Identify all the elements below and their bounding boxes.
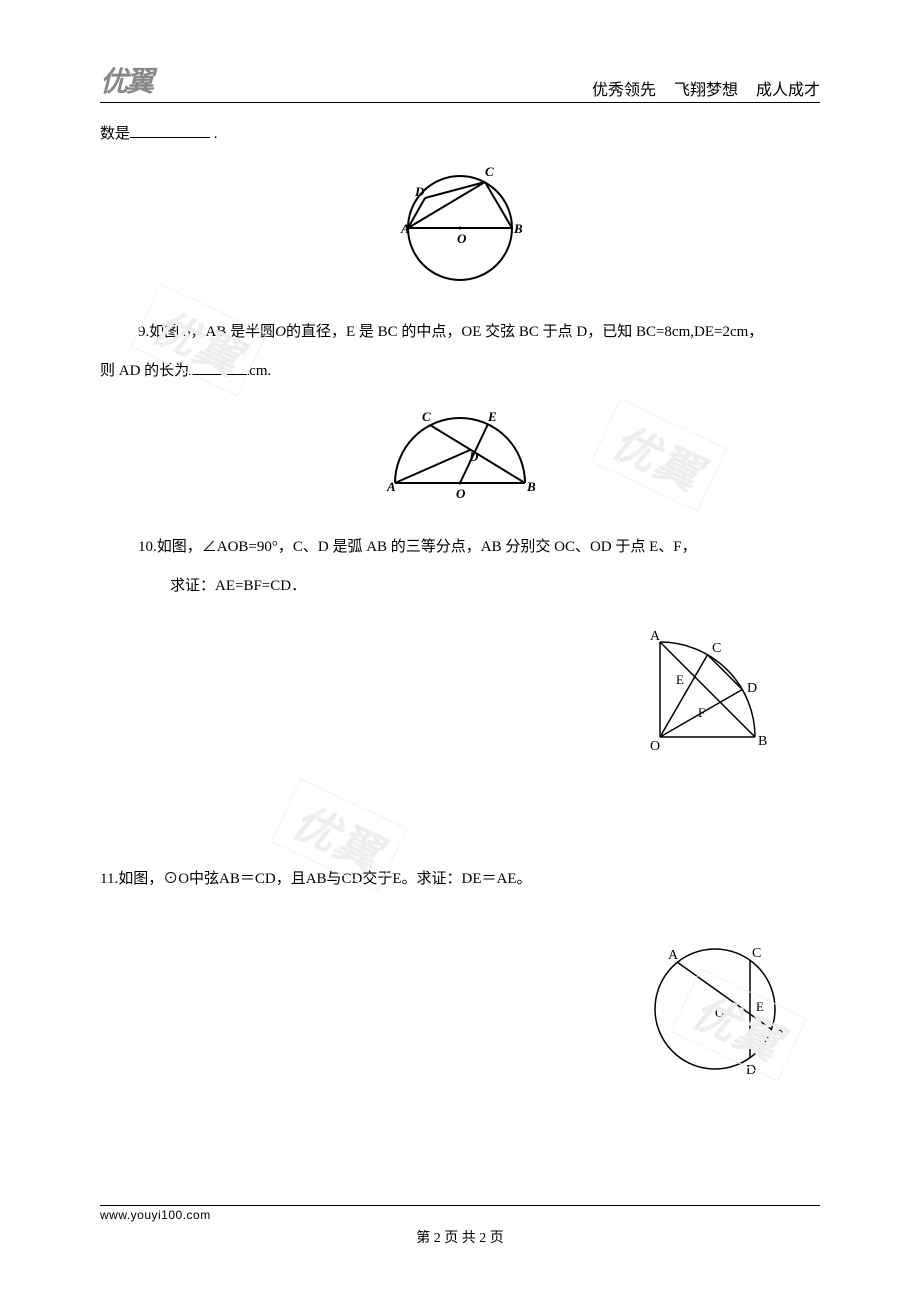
label-A: A xyxy=(400,221,410,236)
fragment-line: 数是 . xyxy=(100,115,820,154)
label-D: D xyxy=(468,449,479,464)
problem-9: 9.如图 5，AB 是半圆O的直径，E 是 BC 的中点，OE 交弦 BC 于点… xyxy=(100,313,820,391)
page-footer: www.youyi100.com xyxy=(100,1205,820,1222)
label-E: E xyxy=(676,672,684,687)
label-D: D xyxy=(747,681,757,696)
problem-11: 11.如图，⊙O中弦AB＝CD，且AB与CD交于E。求证：DE＝AE。 A B … xyxy=(100,860,820,1105)
label-O: O xyxy=(456,486,466,501)
page-number: 第 2 页 共 2 页 xyxy=(0,1227,920,1247)
label-O: O xyxy=(715,1005,724,1020)
label-C: C xyxy=(712,641,721,656)
p9-unit: cm. xyxy=(249,363,271,379)
p10-line1: 10.如图，∠AOB=90°，C、D 是弧 AB 的三等分点，AB 分别交 OC… xyxy=(138,528,820,567)
figure-8: A B C D O xyxy=(100,158,820,293)
label-A: A xyxy=(650,629,661,644)
label-E: E xyxy=(756,999,764,1014)
p9-text-b: 的直径，E 是 BC 的中点，OE 交弦 BC 于点 D，已知 BC=8cm,D… xyxy=(286,324,763,340)
label-A: A xyxy=(668,948,679,963)
figure-10: A B C D E F O xyxy=(640,612,790,778)
fragment-suffix: . xyxy=(214,126,218,142)
p9-O: O xyxy=(275,324,286,340)
label-C: C xyxy=(485,164,494,179)
label-E: E xyxy=(487,409,497,424)
footer-url: www.youyi100.com xyxy=(100,1208,820,1222)
label-O: O xyxy=(457,231,467,246)
fill-blank xyxy=(130,122,210,138)
p9-text-c: 则 AD 的长为 xyxy=(100,363,189,379)
label-D: D xyxy=(414,184,425,199)
label-B: B xyxy=(513,221,523,236)
fragment-prefix: 数是 xyxy=(100,126,130,142)
label-D: D xyxy=(746,1063,756,1078)
label-B: B xyxy=(526,479,536,494)
label-O: O xyxy=(650,739,660,754)
fill-blank-9 xyxy=(189,359,249,375)
header-motto: 优秀领先 飞翔梦想 成人成才 xyxy=(578,76,820,100)
page-header: 优翼 优秀领先 飞翔梦想 成人成才 xyxy=(100,60,820,103)
label-C: C xyxy=(752,946,761,961)
label-F: F xyxy=(698,705,705,720)
motto-1: 优秀领先 xyxy=(592,82,656,99)
label-B: B xyxy=(758,734,767,749)
p10-line2: 求证：AE=BF=CD． xyxy=(138,567,820,606)
label-B: B xyxy=(774,1024,783,1039)
label-A: A xyxy=(386,479,396,494)
p9-text-a: 9.如图 5，AB 是半圆 xyxy=(138,324,275,340)
figure-11: A B C D E O xyxy=(640,929,800,1105)
logo: 优翼 xyxy=(100,60,152,100)
motto-2: 飞翔梦想 xyxy=(674,82,738,99)
figure-9: A B C D E O xyxy=(100,403,820,508)
p11-text: 11.如图，⊙O中弦AB＝CD，且AB与CD交于E。求证：DE＝AE。 xyxy=(100,860,820,899)
motto-3: 成人成才 xyxy=(756,82,820,99)
label-C: C xyxy=(422,409,431,424)
problem-10: 10.如图，∠AOB=90°，C、D 是弧 AB 的三等分点，AB 分别交 OC… xyxy=(100,528,820,778)
